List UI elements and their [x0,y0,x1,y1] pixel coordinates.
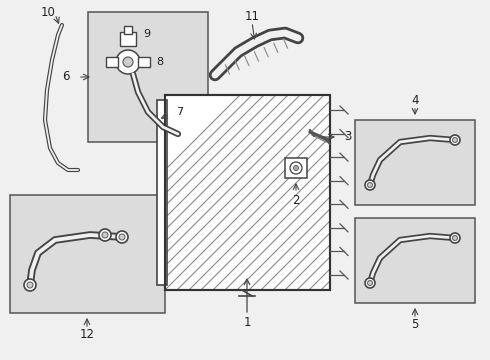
Circle shape [99,229,111,241]
Circle shape [290,162,302,174]
Circle shape [368,280,372,285]
Text: 12: 12 [79,328,95,342]
Circle shape [450,233,460,243]
Text: 8: 8 [156,57,163,67]
Bar [106,57,118,67]
Circle shape [102,232,108,238]
Circle shape [452,138,458,143]
Bar [120,32,136,46]
Bar [355,218,475,303]
Bar [88,12,208,142]
Circle shape [365,278,375,288]
Circle shape [27,282,33,288]
Text: 3: 3 [344,130,351,144]
Text: 9: 9 [143,29,150,39]
Circle shape [123,57,133,67]
Circle shape [116,231,128,243]
Circle shape [294,166,298,171]
Text: 5: 5 [411,319,418,332]
Circle shape [365,180,375,190]
Circle shape [452,235,458,240]
Text: 2: 2 [292,194,300,207]
Circle shape [24,279,36,291]
Text: 1: 1 [243,315,251,328]
Text: 10: 10 [41,5,55,18]
Text: 6: 6 [63,71,70,84]
Circle shape [116,50,140,74]
Bar [355,120,475,205]
Bar [10,195,165,313]
Circle shape [119,234,125,240]
Bar [124,26,132,34]
Text: 7: 7 [176,107,183,117]
Bar [165,95,330,290]
Circle shape [450,135,460,145]
Text: 11: 11 [245,9,260,22]
Bar [165,95,330,290]
Circle shape [368,183,372,188]
Bar [157,100,167,285]
Bar [285,158,307,178]
Bar [138,57,150,67]
Text: 4: 4 [411,94,419,107]
